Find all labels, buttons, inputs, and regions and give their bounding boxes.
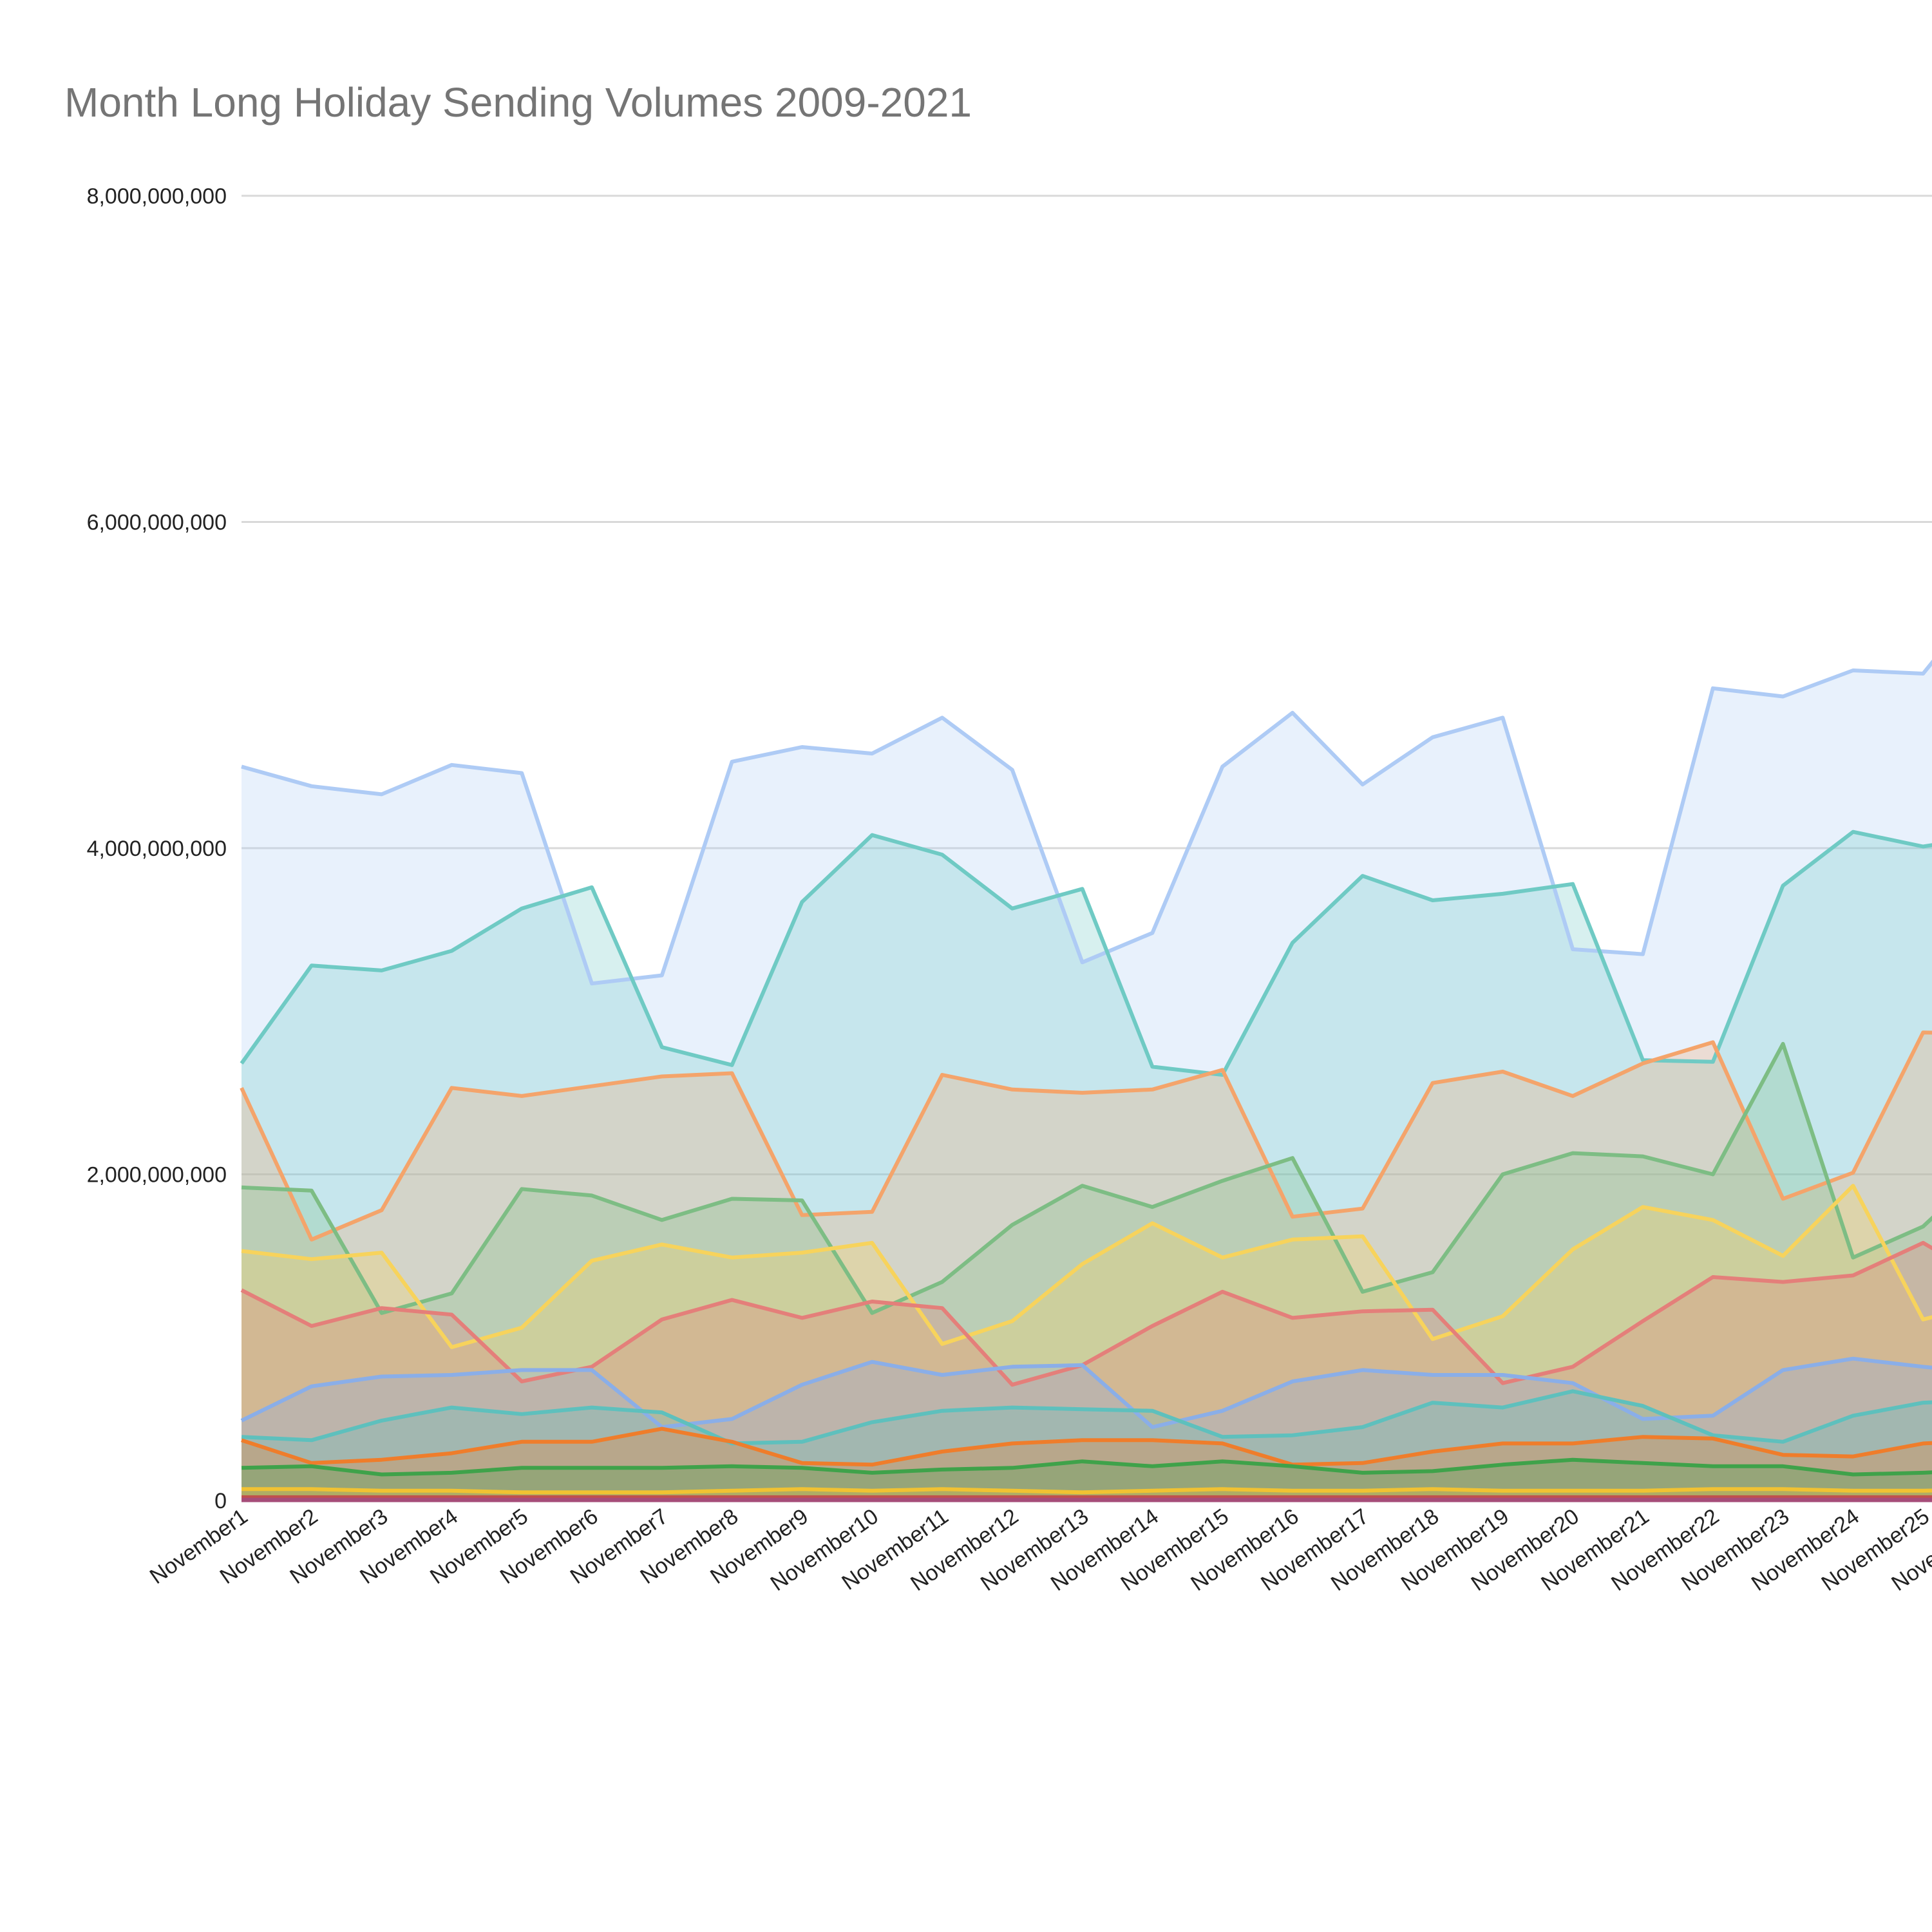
series-line-2 (240, 829, 1932, 1077)
series-area-4 (242, 1043, 1932, 1501)
y-tick-label: 2,000,000,000 (87, 1163, 227, 1188)
series-lines (240, 659, 1932, 1502)
series-area-8 (242, 1391, 1932, 1501)
series-line-4 (241, 1041, 1932, 1315)
series-area-1 (242, 662, 1932, 1501)
series-line-7 (240, 1356, 1932, 1429)
gridlines (242, 194, 1932, 1175)
series-line-6 (240, 1240, 1932, 1387)
series-line-8 (241, 1389, 1932, 1446)
series-line-10 (241, 1457, 1932, 1477)
y-tick-label: 4,000,000,000 (87, 837, 227, 861)
series-area-5 (242, 1186, 1932, 1501)
series-line-11 (242, 1487, 1932, 1495)
y-tick-label: 6,000,000,000 (87, 511, 227, 535)
series-line-3 (240, 1030, 1932, 1242)
series-line-9 (241, 1426, 1932, 1467)
series-line-5 (241, 1184, 1932, 1349)
series-area-9 (242, 1428, 1932, 1501)
x-axis: November1November2November3November4Nove… (146, 1504, 1932, 1596)
series-area-2 (242, 831, 1932, 1501)
series-line-1 (241, 659, 1932, 986)
y-tick-label: 0 (214, 1489, 227, 1513)
y-axis: 0 2,000,000,000 4,000,000,000 6,000,000,000… (87, 184, 227, 1513)
series-area-6 (242, 1242, 1932, 1501)
chart-title: Month Long Holiday Sending Volumes 2009-… (64, 79, 972, 126)
y-tick-label: 8,000,000,000 (87, 184, 227, 209)
